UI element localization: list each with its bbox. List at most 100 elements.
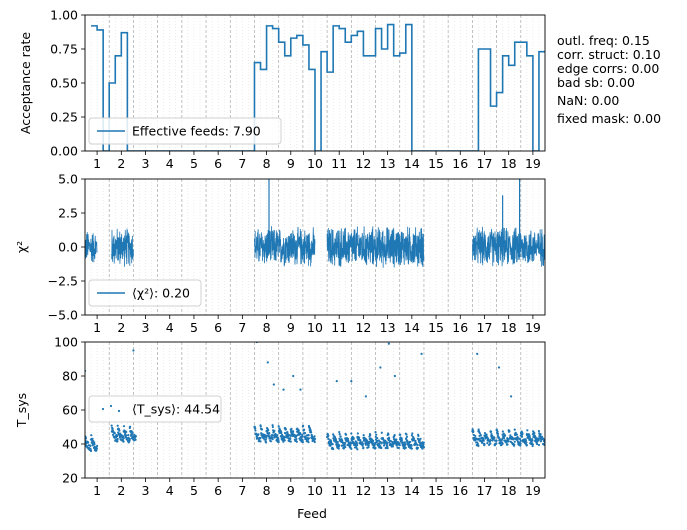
tsys-point xyxy=(350,447,353,450)
tsys-outlier-3 xyxy=(266,361,269,364)
tsys-point xyxy=(519,444,522,447)
y-tick-label: 0.25 xyxy=(50,110,78,125)
tsys-point xyxy=(313,435,316,438)
tsys-point xyxy=(122,425,126,428)
tsys-point xyxy=(374,435,377,438)
panels: 0.000.250.500.751.001 2 3 4 5 6 7 8 9 10 11 12 13 14 1… xyxy=(14,8,546,498)
tsys-point xyxy=(474,434,477,438)
tsys-point xyxy=(310,431,313,434)
tsys-point xyxy=(96,444,99,448)
panel-acceptance: 0.000.250.500.751.001 2 3 4 5 6 7 8 9 10 11 12 13 14 1… xyxy=(18,8,546,171)
tsys-point xyxy=(411,432,414,435)
tsys-point xyxy=(257,433,260,436)
x-tick-label: 7 xyxy=(238,320,246,335)
tsys-point xyxy=(134,438,137,441)
x-tick-label: 11 xyxy=(331,156,347,171)
tsys-outlier-5 xyxy=(282,388,285,391)
tsys-point xyxy=(283,436,286,439)
x-tick-label: 6 xyxy=(214,320,222,335)
tsys-outlier-8 xyxy=(335,380,338,383)
y-tick-label: 1.00 xyxy=(50,8,78,23)
tsys-point xyxy=(113,432,116,435)
x-tick-label: 19 xyxy=(525,483,541,498)
x-tick-label: 3 xyxy=(142,320,150,335)
tsys-point xyxy=(516,435,519,439)
tsys-point xyxy=(116,440,119,443)
tsys-point xyxy=(493,436,496,439)
tsys-point xyxy=(117,427,120,431)
tsys-outlier-6 xyxy=(292,374,295,378)
tsys-point xyxy=(414,439,417,443)
tsys-point xyxy=(93,443,96,446)
tsys-point xyxy=(478,432,481,435)
tsys-point xyxy=(367,444,370,447)
tsys-point xyxy=(374,431,377,434)
tsys-point xyxy=(374,446,377,450)
tsys-point xyxy=(352,437,355,440)
tsys-point xyxy=(476,442,480,446)
tsys-point xyxy=(133,433,136,436)
tsys-point xyxy=(377,439,381,442)
tsys-point xyxy=(303,428,306,431)
tsys-point xyxy=(114,436,118,439)
tsys-point xyxy=(329,444,332,447)
tsys-point xyxy=(313,440,316,444)
x-tick-label: 4 xyxy=(166,483,174,498)
tsys-point xyxy=(502,432,505,435)
tsys-point xyxy=(513,440,516,443)
x-tick-label: 3 xyxy=(142,156,150,171)
tsys-point xyxy=(118,429,121,432)
plot-area-acceptance xyxy=(91,23,545,151)
stat-edge-correlations: edge corrs: 0.00 xyxy=(557,61,659,76)
tsys-point xyxy=(422,441,425,444)
chi2-segment-2 xyxy=(254,226,316,267)
tsys-point xyxy=(342,447,345,450)
x-tick-label: 12 xyxy=(355,483,371,498)
plot-area-tsys xyxy=(85,342,545,452)
tsys-point xyxy=(513,443,516,446)
tsys-point xyxy=(400,439,404,442)
tsys-point xyxy=(394,440,397,443)
tsys-point xyxy=(131,431,134,434)
tsys-point xyxy=(418,439,421,442)
tsys-point xyxy=(95,447,98,450)
tsys-segment-0 xyxy=(85,434,99,452)
tsys-point xyxy=(295,440,298,443)
x-ticks-tsys: 1 2 3 4 5 6 7 8 9 10 11 12 13 14 15 16 17 18 19 xyxy=(93,478,541,498)
tsys-outlier-9 xyxy=(350,380,353,383)
tsys-point xyxy=(383,442,386,445)
x-tick-label: 18 xyxy=(501,483,517,498)
x-tick-label: 18 xyxy=(501,320,517,335)
x-tick-label: 13 xyxy=(380,156,396,171)
x-tick-label: 1 xyxy=(93,320,101,335)
tsys-point xyxy=(260,428,264,431)
tsys-point xyxy=(487,437,490,440)
tsys-point xyxy=(380,446,383,449)
y-tick-label: 0.50 xyxy=(50,76,78,91)
tsys-point xyxy=(111,427,114,430)
tsys-point xyxy=(283,439,286,442)
x-tick-label: 16 xyxy=(452,483,468,498)
stat-bad-sidebands: bad sb: 0.00 xyxy=(557,75,635,90)
tsys-point xyxy=(515,433,519,436)
tsys-point xyxy=(128,437,131,441)
tsys-point xyxy=(359,439,362,442)
tsys-point xyxy=(85,437,88,440)
tsys-point xyxy=(297,429,300,433)
tsys-point xyxy=(122,440,125,443)
legend-label: ⟨χ²⟩: 0.20 xyxy=(132,286,190,301)
tsys-point xyxy=(393,434,396,437)
tsys-point xyxy=(343,443,346,446)
tsys-segment-1 xyxy=(110,424,137,444)
tsys-point xyxy=(116,424,119,427)
y-tick-label: 0.0 xyxy=(58,240,78,255)
y-axis-label-tsys: T_sys xyxy=(14,393,29,428)
tsys-point xyxy=(280,431,283,435)
tsys-point xyxy=(518,438,522,441)
tsys-point xyxy=(301,435,304,438)
tsys-point xyxy=(419,437,422,440)
x-tick-label: 17 xyxy=(477,483,493,498)
tsys-point xyxy=(302,424,305,427)
tsys-point xyxy=(380,442,383,445)
